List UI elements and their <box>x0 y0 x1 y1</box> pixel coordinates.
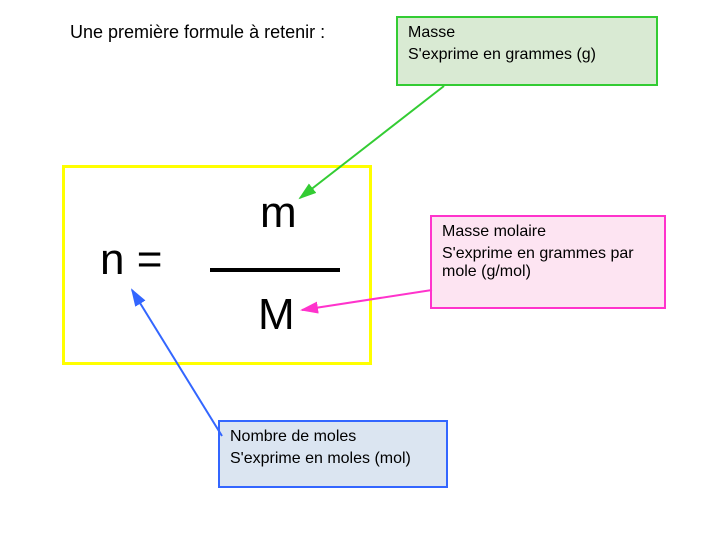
box-molaire-desc: S'exprime en grammes par mole (g/mol) <box>442 245 654 281</box>
box-moles-title: Nombre de moles <box>230 428 436 446</box>
box-masse-title: Masse <box>408 24 646 42</box>
box-molaire-title: Masse molaire <box>442 223 654 241</box>
formula-n: n = <box>100 235 162 285</box>
box-masse: Masse S'exprime en grammes (g) <box>396 16 658 86</box>
formula-fraction-bar <box>210 268 340 272</box>
box-masse-molaire: Masse molaire S'exprime en grammes par m… <box>430 215 666 309</box>
stage: Une première formule à retenir : n = m M… <box>0 0 720 540</box>
formula-big-m: M <box>258 290 295 340</box>
box-nombre-moles: Nombre de moles S'exprime en moles (mol) <box>218 420 448 488</box>
formula-m: m <box>260 188 297 238</box>
box-moles-desc: S'exprime en moles (mol) <box>230 450 436 468</box>
box-masse-desc: S'exprime en grammes (g) <box>408 46 646 64</box>
page-title: Une première formule à retenir : <box>70 22 325 43</box>
